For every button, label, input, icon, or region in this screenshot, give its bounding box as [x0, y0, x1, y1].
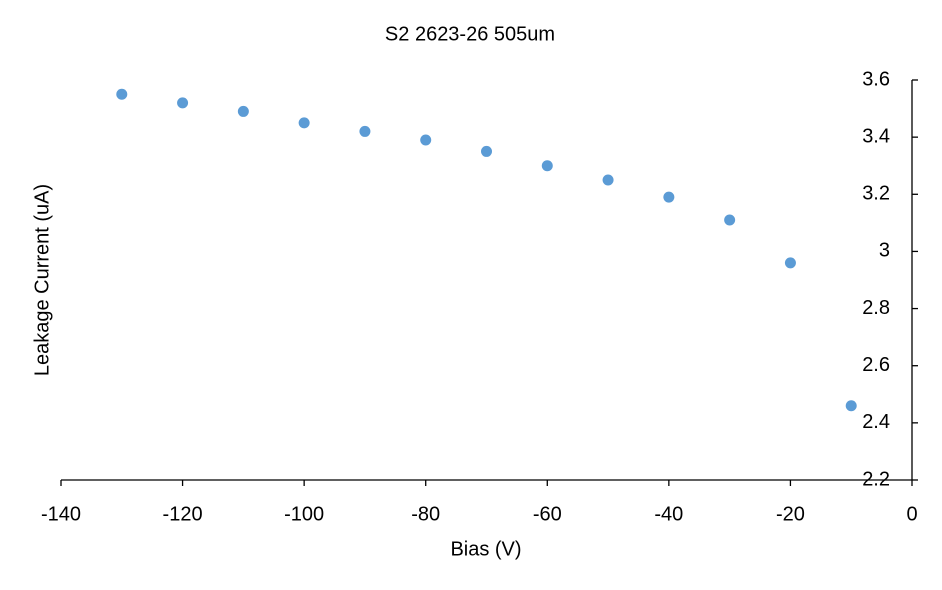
point: [177, 97, 189, 109]
x-tick-label: -100: [284, 503, 324, 525]
x-tick-label: -140: [41, 503, 81, 525]
y-tick-label: 2.6: [862, 354, 890, 376]
x-tick-label: -40: [654, 503, 683, 525]
y-tick-label: 3.2: [862, 183, 890, 205]
point: [116, 88, 128, 100]
x-tick-label: -120: [163, 503, 203, 525]
y-tick-label: 3: [879, 240, 890, 262]
x-axis-title: Bias (V): [450, 538, 521, 560]
x-tick-label: -60: [533, 503, 562, 525]
point: [359, 125, 371, 137]
y-axis-title: Leakage Current (uA): [31, 184, 53, 376]
point: [420, 134, 432, 146]
x-tick-label: 0: [906, 503, 917, 525]
x-tick-label: -80: [411, 503, 440, 525]
point: [845, 400, 857, 412]
point: [481, 145, 492, 157]
y-tick-label: 3.4: [862, 125, 890, 147]
point: [541, 160, 553, 172]
point: [602, 174, 614, 186]
y-tick-label: 2.8: [862, 297, 890, 319]
point: [724, 214, 736, 226]
point: [298, 117, 310, 129]
y-tick-label: 3.6: [862, 68, 890, 90]
point: [784, 257, 796, 269]
point: [237, 105, 249, 117]
point: [663, 191, 675, 203]
y-tick-label: 2.4: [862, 411, 890, 433]
chart-title: S2 2623-26 505um: [385, 23, 555, 45]
y-tick-label: 2.2: [862, 468, 890, 490]
x-tick-label: -20: [776, 503, 805, 525]
